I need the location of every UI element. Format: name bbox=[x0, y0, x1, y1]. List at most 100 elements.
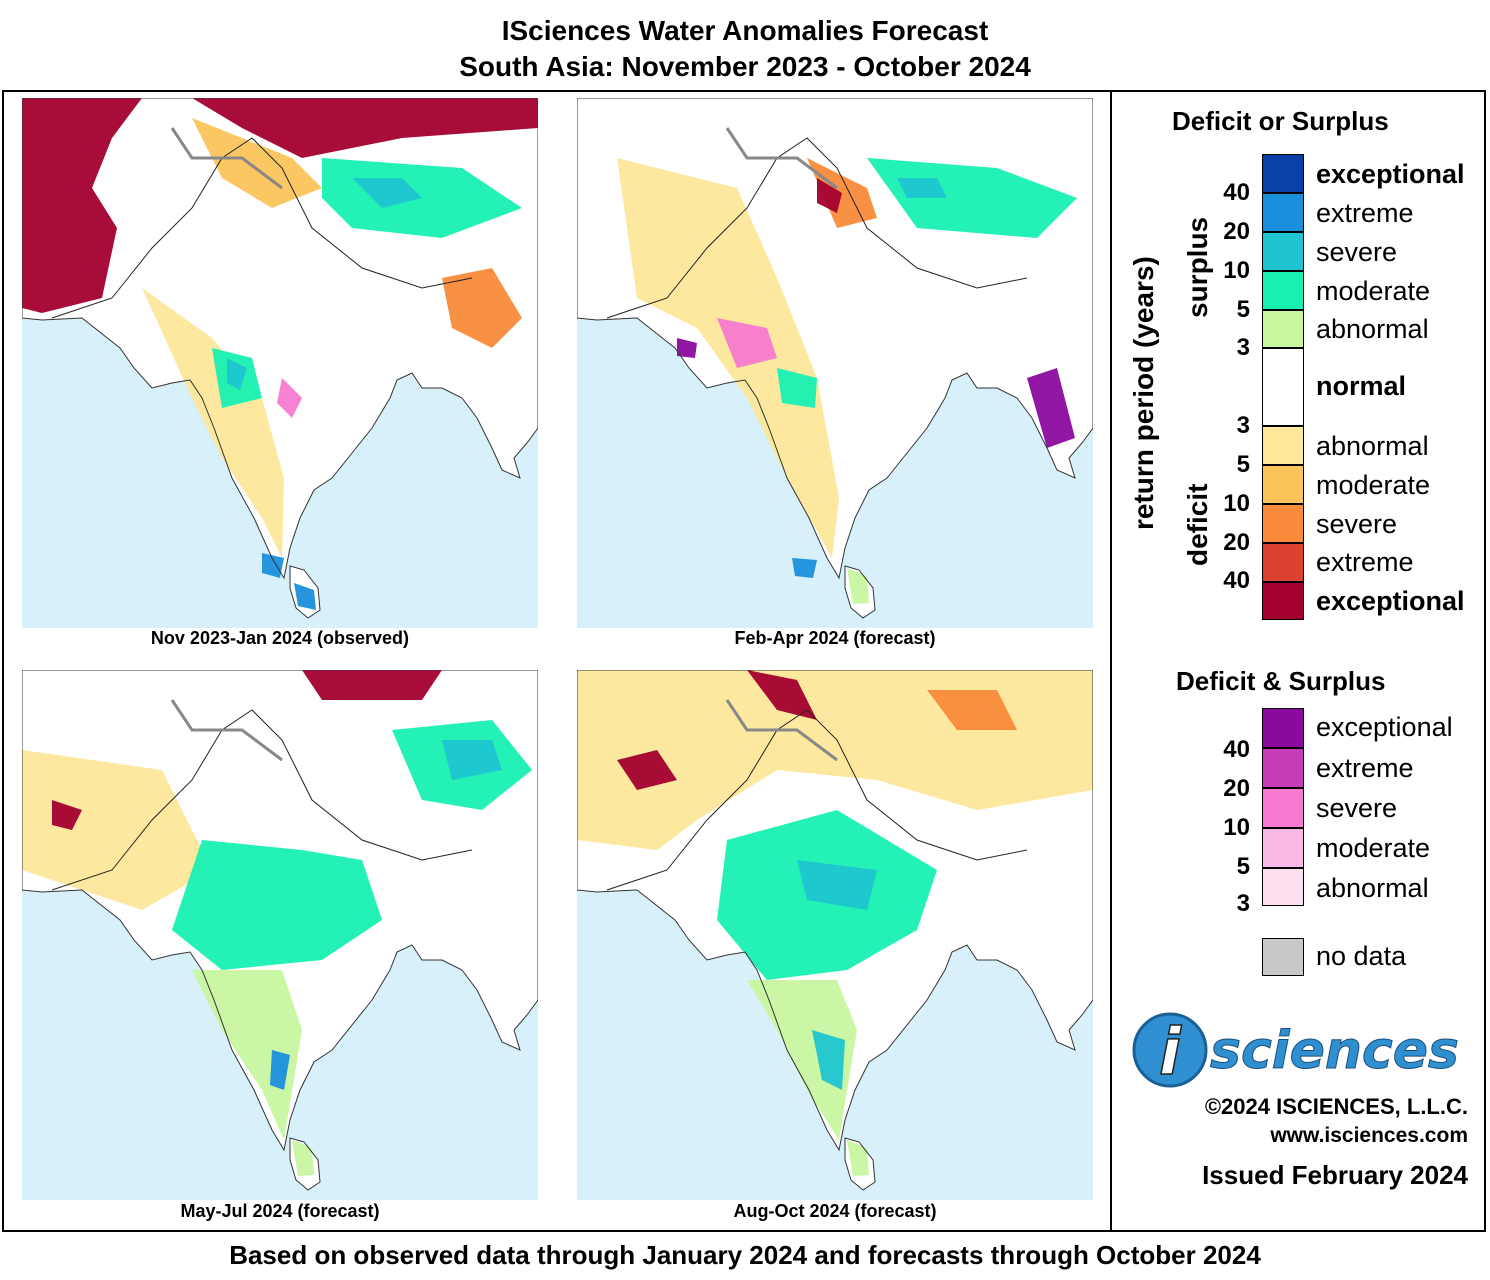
map-may-jul bbox=[22, 670, 538, 1200]
label-both-moderate: moderate bbox=[1316, 833, 1431, 863]
tick-deficit-40: 40 bbox=[1223, 567, 1250, 594]
anomaly-region bbox=[302, 670, 442, 700]
map-nov-jan bbox=[22, 98, 538, 628]
tick-both-3: 3 bbox=[1236, 890, 1250, 917]
anomaly-region bbox=[847, 1140, 869, 1176]
label-both-extreme: extreme bbox=[1316, 753, 1414, 783]
issued-date: Issued February 2024 bbox=[1202, 1160, 1468, 1190]
swatch-deficit-abnormal bbox=[1262, 426, 1304, 465]
label-deficit-exceptional: exceptional bbox=[1316, 586, 1465, 616]
figure-frame bbox=[2, 90, 1486, 1232]
anomaly-region bbox=[817, 178, 842, 213]
tick-deficit-5: 5 bbox=[1236, 451, 1250, 478]
anomaly-region bbox=[442, 740, 502, 780]
legend-title-deficit-and-surplus: Deficit & Surplus bbox=[1176, 666, 1386, 696]
anomaly-region bbox=[927, 690, 1017, 730]
label-deficit-severe: severe bbox=[1316, 509, 1398, 539]
caption-feb-apr: Feb-Apr 2024 (forecast) bbox=[734, 628, 936, 648]
anomaly-region bbox=[717, 318, 777, 368]
swatch-surplus-severe bbox=[1262, 232, 1304, 271]
anomaly-region bbox=[797, 860, 877, 910]
anomaly-region bbox=[270, 1050, 290, 1090]
label-surplus-severe: severe bbox=[1316, 237, 1398, 267]
anomaly-region bbox=[442, 268, 522, 348]
swatch-both-severe bbox=[1262, 788, 1304, 828]
swatch-deficit-exceptional bbox=[1262, 582, 1304, 620]
label-both-abnormal: abnormal bbox=[1316, 873, 1429, 903]
tick-both-40: 40 bbox=[1223, 736, 1250, 763]
sri-lanka-coastline bbox=[844, 565, 876, 619]
tick-both-10: 10 bbox=[1223, 814, 1250, 841]
tick-surplus-3: 3 bbox=[1236, 334, 1250, 361]
swatch-both-abnormal bbox=[1262, 868, 1304, 906]
copyright: ©2024 ISCIENCES, L.L.C. bbox=[1204, 1094, 1468, 1119]
tick-surplus-5: 5 bbox=[1236, 296, 1250, 323]
coastline bbox=[577, 98, 1093, 580]
swatch-surplus-moderate bbox=[1262, 271, 1304, 310]
anomaly-region bbox=[792, 558, 817, 578]
tick-both-5: 5 bbox=[1236, 853, 1250, 880]
website[interactable]: www.isciences.com bbox=[1270, 1124, 1468, 1147]
swatch-deficit-moderate bbox=[1262, 465, 1304, 504]
anomaly-region bbox=[22, 750, 212, 910]
tick-surplus-20: 20 bbox=[1223, 218, 1250, 245]
logo-text: sciences bbox=[1210, 1021, 1459, 1081]
anomaly-region bbox=[617, 158, 839, 558]
anomaly-region bbox=[292, 1140, 314, 1176]
footer-note: Based on observed data through January 2… bbox=[229, 1240, 1261, 1270]
label-surplus-abnormal: abnormal bbox=[1316, 314, 1429, 344]
anomaly-region bbox=[617, 750, 677, 790]
label-deficit-moderate: moderate bbox=[1316, 470, 1431, 500]
country-borders bbox=[51, 709, 473, 891]
no-data-strip bbox=[725, 699, 838, 762]
swatch-both-moderate bbox=[1262, 828, 1304, 868]
anomaly-region bbox=[192, 970, 302, 1140]
tick-deficit-20: 20 bbox=[1223, 529, 1250, 556]
coastline bbox=[22, 670, 538, 1152]
country-borders bbox=[606, 137, 1028, 319]
label-deficit-extreme: extreme bbox=[1316, 547, 1414, 577]
swatch-normal bbox=[1262, 348, 1304, 426]
swatch-surplus-extreme bbox=[1262, 193, 1304, 232]
anomaly-region bbox=[277, 378, 302, 418]
anomaly-region bbox=[352, 178, 422, 208]
label-surplus-moderate: moderate bbox=[1316, 276, 1431, 306]
tick-surplus-40: 40 bbox=[1223, 179, 1250, 206]
sri-lanka-coastline bbox=[844, 1137, 876, 1191]
title-line-1: ISciences Water Anomalies Forecast bbox=[501, 15, 989, 46]
legend-divider bbox=[1110, 90, 1112, 1232]
anomaly-region bbox=[847, 568, 869, 604]
map-feb-apr bbox=[577, 98, 1093, 628]
tick-both-20: 20 bbox=[1223, 775, 1250, 802]
anomaly-region bbox=[192, 98, 538, 158]
label-both-severe: severe bbox=[1316, 793, 1398, 823]
anomaly-region bbox=[22, 98, 142, 313]
anomaly-region bbox=[52, 800, 82, 830]
caption-aug-oct: Aug-Oct 2024 (forecast) bbox=[733, 1201, 937, 1221]
sri-lanka-coastline bbox=[289, 1137, 321, 1191]
coastline bbox=[22, 98, 538, 580]
caption-nov-jan: Nov 2023-Jan 2024 (observed) bbox=[150, 628, 410, 648]
title-line-2: South Asia: November 2023 - October 2024 bbox=[459, 51, 1031, 82]
no-data-strip bbox=[170, 699, 283, 762]
anomaly-region bbox=[747, 980, 857, 1140]
coastline bbox=[577, 670, 1093, 1152]
anomaly-region bbox=[227, 358, 247, 390]
anomaly-region bbox=[812, 1030, 845, 1090]
swatch-surplus-exceptional bbox=[1262, 154, 1304, 193]
map-aug-oct bbox=[577, 670, 1093, 1200]
swatch-deficit-severe bbox=[1262, 504, 1304, 543]
anomaly-region bbox=[777, 368, 817, 408]
label-surplus-extreme: extreme bbox=[1316, 198, 1414, 228]
swatch-surplus-abnormal bbox=[1262, 310, 1304, 348]
anomaly-region bbox=[192, 118, 322, 208]
anomaly-region bbox=[262, 553, 284, 578]
swatch-both-extreme bbox=[1262, 748, 1304, 788]
swatch-no-data bbox=[1262, 938, 1304, 976]
sri-lanka-coastline bbox=[289, 565, 321, 619]
anomaly-region bbox=[897, 178, 947, 198]
no-data-strip bbox=[725, 127, 838, 190]
legend-axis-return-period: return period (years) bbox=[1128, 256, 1159, 530]
anomaly-region bbox=[172, 840, 382, 970]
country-borders bbox=[51, 137, 473, 319]
